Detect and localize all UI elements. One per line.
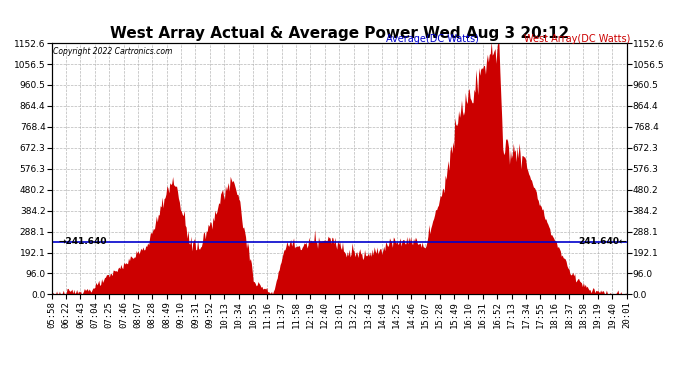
Text: 241.640←: 241.640← xyxy=(578,237,627,246)
Text: Average(DC Watts): Average(DC Watts) xyxy=(386,34,480,44)
Text: Copyright 2022 Cartronics.com: Copyright 2022 Cartronics.com xyxy=(53,47,172,56)
Text: →241.640: →241.640 xyxy=(59,237,108,246)
Title: West Array Actual & Average Power Wed Aug 3 20:12: West Array Actual & Average Power Wed Au… xyxy=(110,26,569,40)
Text: West Array(DC Watts): West Array(DC Watts) xyxy=(524,34,631,44)
